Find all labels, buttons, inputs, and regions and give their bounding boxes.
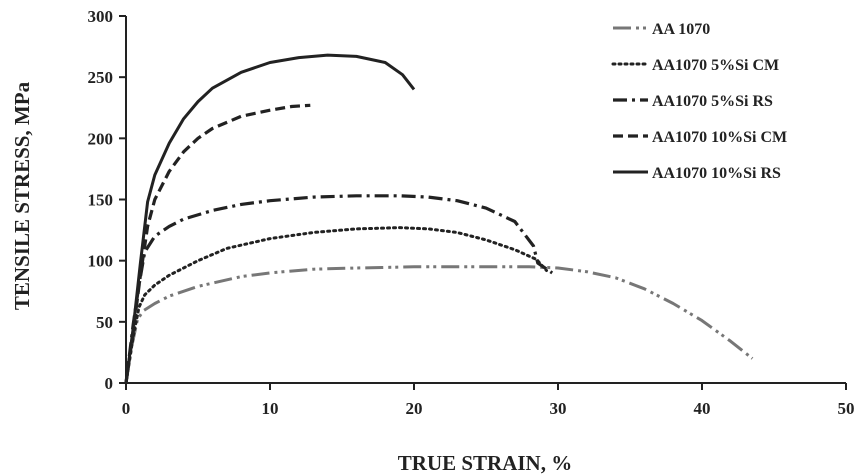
x-tick-label: 50 [838,399,855,418]
series-lines [124,53,754,385]
y-axis-title: TENSILE STRESS, MPa [10,81,34,310]
y-tick-label: 250 [88,68,114,87]
tick-labels: 0 50 100 150 200 250 300 0 10 20 30 40 50 [88,7,855,418]
x-tick-label: 0 [122,399,131,418]
series-line [124,53,416,384]
series-line [124,103,311,384]
x-tick-label: 10 [262,399,279,418]
series-line [124,226,548,385]
legend-label: AA1070 5%Si RS [652,93,773,110]
y-tick-label: 200 [88,129,114,148]
legend: AA 1070 AA1070 5%Si CM AA1070 5%Si RS AA107… [611,21,787,182]
series-line [124,265,754,384]
tick-marks [119,15,847,390]
y-tick-label: 150 [88,191,114,210]
legend-label: AA1070 10%Si CM [652,129,787,146]
y-tick-label: 50 [96,313,113,332]
legend-label: AA1070 10%Si RS [652,165,781,182]
legend-label: AA1070 5%Si CM [652,57,779,74]
y-tick-label: 0 [105,374,114,393]
legend-label: AA 1070 [652,21,710,38]
x-axis-title: TRUE STRAIN, % [398,451,572,475]
x-tick-label: 40 [694,399,711,418]
x-tick-label: 20 [406,399,423,418]
y-tick-label: 100 [88,252,114,271]
series-line [124,194,554,384]
x-tick-label: 30 [550,399,567,418]
y-tick-label: 300 [88,7,114,26]
